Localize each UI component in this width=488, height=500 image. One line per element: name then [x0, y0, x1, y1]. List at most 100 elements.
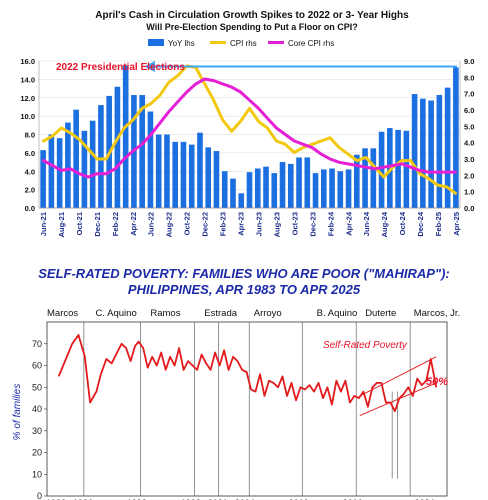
- bar-yoy: [238, 193, 245, 208]
- left-tick-label: 6.0: [25, 149, 35, 158]
- left-tick-label: 4.0: [25, 167, 35, 176]
- x-tick-label: 1986: [73, 498, 93, 500]
- legend-swatch-yoy: [148, 39, 164, 46]
- line-core-cpi: [42, 77, 457, 179]
- right-tick-label: 2.0: [464, 171, 474, 180]
- x-tick-label: 2010: [289, 498, 309, 500]
- bar-yoy: [320, 169, 327, 208]
- bar-yoy: [345, 169, 352, 208]
- x-tick-label: 2024: [415, 498, 435, 500]
- bar-yoy: [296, 157, 302, 208]
- bar-yoy: [221, 171, 228, 208]
- line-cpi: [42, 64, 457, 195]
- chart2-president-labels: Marcos C. Aquino Ramos Estrada Arroyo B. Aqui…: [47, 308, 460, 319]
- chart2-line: [57, 334, 438, 416]
- right-tick-label: 3.0: [464, 155, 474, 164]
- bar-yoy: [213, 151, 220, 208]
- left-tick-label: 0.0: [25, 204, 35, 213]
- x-tick-label: Apr-25: [452, 212, 461, 236]
- x-tick-label: 2004: [235, 498, 255, 500]
- chart1-bars: [40, 65, 459, 209]
- bar-yoy: [304, 157, 311, 208]
- bar-yoy: [180, 141, 187, 208]
- bar-yoy: [395, 129, 401, 208]
- trend-channel-lower: [359, 382, 437, 416]
- x-tick-label: Feb-25: [434, 212, 443, 236]
- chart2-axes: 0 10 20 30 40 50 60 70 1983 1986 1992 1998 2001 2004 2…: [32, 321, 448, 500]
- bar-yoy: [197, 132, 203, 208]
- right-tick-label: 8.0: [464, 73, 474, 82]
- legend-label-yoy: YoY lhs: [168, 39, 195, 48]
- bar-yoy: [263, 166, 269, 208]
- left-tick-label: 12.0: [20, 94, 35, 103]
- chart-cash-circulation: April's Cash in Circulation Growth Spike…: [20, 10, 474, 237]
- bar-yoy: [188, 144, 195, 208]
- chart1-legend: YoY lhs CPI rhs Core CPI rhs: [148, 39, 334, 48]
- x-tick-label: Jun-23: [255, 212, 264, 236]
- x-tick-label: 1998: [181, 498, 201, 500]
- chart1-subtitle: Will Pre-Election Spending to Put a Floo…: [146, 22, 357, 32]
- chart-self-rated-poverty: SELF-RATED POVERTY: FAMILIES WHO ARE POO…: [12, 266, 460, 500]
- bar-yoy: [420, 98, 426, 208]
- x-tick-label: Apr-24: [344, 211, 353, 236]
- y-tick-label: 0: [37, 491, 42, 500]
- x-tick-label: Dec-23: [308, 212, 317, 237]
- chart1-left-axis: 0.0 2.0 4.0 6.0 8.0 10.0 12.0 14.0 16.0: [20, 57, 40, 213]
- bar-yoy: [329, 168, 335, 208]
- x-tick-label: Jun-21: [39, 212, 48, 236]
- x-tick-label: Aug-21: [57, 212, 66, 237]
- chart1-right-axis: 0.0 1.0 2.0 3.0 4.0 5.0 6.0 7.0 8.0 9.0: [459, 57, 474, 213]
- left-tick-label: 2.0: [25, 186, 35, 195]
- elections-arrow-head: [144, 61, 155, 72]
- chart2-ylabel: % of families: [12, 384, 23, 441]
- bar-yoy: [403, 130, 410, 208]
- bar-yoy: [114, 86, 121, 208]
- x-tick-label: Feb-22: [111, 212, 120, 236]
- bar-yoy: [56, 138, 63, 208]
- bar-yoy: [362, 148, 368, 208]
- chart1-lines: [42, 64, 457, 195]
- x-tick-label: 1983: [46, 498, 66, 500]
- chart2-last-value: 50%: [426, 376, 448, 388]
- right-tick-label: 6.0: [464, 106, 474, 115]
- x-tick-label: Aug-24: [380, 211, 389, 237]
- bar-yoy: [312, 173, 319, 208]
- x-tick-label: Oct-23: [290, 212, 299, 235]
- elections-annotation: 2022 Presidential Elections: [56, 62, 185, 73]
- x-tick-label: Oct-22: [183, 212, 192, 235]
- legend-label-core: Core CPI rhs: [288, 39, 334, 48]
- bar-yoy: [73, 109, 79, 208]
- bar-yoy: [89, 120, 96, 208]
- bar-yoy: [40, 150, 46, 208]
- bar-yoy: [428, 100, 434, 208]
- right-tick-label: 5.0: [464, 122, 474, 131]
- chart1-x-axis: Jun-21 Aug-21 Oct-21 Dec-21 Feb-22 Apr-22 Jun-…: [39, 207, 461, 237]
- bar-yoy: [370, 148, 377, 208]
- chart2-series-label: Self-Rated Poverty: [323, 340, 408, 351]
- bar-yoy: [387, 128, 393, 208]
- era-label: Marcos, Jr.: [414, 308, 460, 319]
- left-tick-label: 14.0: [20, 75, 35, 84]
- legend-swatch-core: [268, 41, 284, 44]
- y-tick-label: 10: [32, 469, 42, 479]
- right-tick-label: 4.0: [464, 139, 474, 148]
- bar-yoy: [453, 67, 459, 209]
- y-tick-label: 30: [32, 426, 42, 436]
- x-tick-label: Oct-21: [75, 212, 84, 235]
- era-label: C. Aquino: [96, 308, 137, 319]
- era-label: Arroyo: [254, 308, 282, 319]
- x-tick-label: Dec-24: [416, 211, 425, 236]
- bar-yoy: [122, 65, 129, 208]
- x-tick-label: Aug-22: [165, 212, 174, 237]
- left-tick-label: 8.0: [25, 131, 35, 140]
- bar-yoy: [172, 141, 179, 208]
- bar-yoy: [378, 131, 385, 208]
- x-tick-label: 2001: [208, 498, 228, 500]
- bar-yoy: [139, 94, 145, 208]
- bar-yoy: [98, 105, 104, 208]
- era-label: Estrada: [204, 308, 237, 319]
- bar-yoy: [205, 147, 212, 208]
- x-tick-label: 2016: [343, 498, 363, 500]
- bar-yoy: [337, 171, 344, 208]
- bar-yoy: [271, 173, 278, 208]
